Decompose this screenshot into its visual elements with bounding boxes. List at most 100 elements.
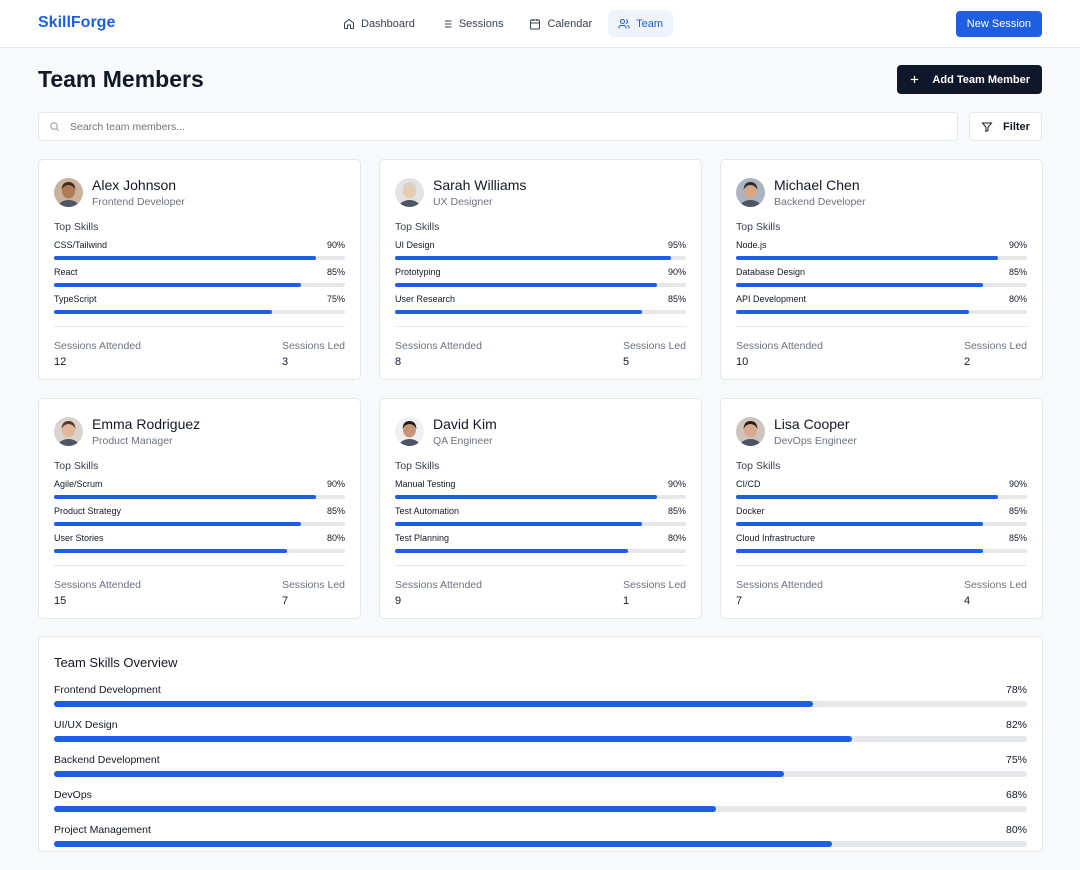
member-name[interactable]: Michael Chen [774,176,860,193]
nav-dashboard[interactable]: Dashboard [333,10,425,37]
skill-percent: 75% [326,294,345,304]
member-card: Lisa Cooper DevOps Engineer Top Skills CI/C… [720,398,1043,619]
member-name[interactable]: Emma Rodriguez [92,415,201,432]
skill-name: Database Design [736,267,806,277]
avatar [54,416,83,446]
nav-sessions[interactable]: Sessions [431,10,514,37]
main-nav: Dashboard Sessions Calendar Team [333,10,674,37]
top-skills-heading: Top Skills [736,221,781,233]
skill-name: User Stories [54,533,104,543]
sessions-led: Sessions Led 4 [964,579,1027,607]
search-bar [38,112,958,141]
divider [54,326,345,327]
overview-skill-name: Frontend Development [54,684,161,696]
nav-sessions-label: Sessions [458,17,504,30]
member-card: Sarah Williams UX Designer Top Skills UI De… [379,159,702,380]
skill-item: UI Design 95% [395,240,686,260]
sessions-attended: Sessions Attended 15 [54,579,141,607]
overview-skill-name: UI/UX Design [54,719,118,731]
add-team-member-button[interactable]: Add Team Member [897,65,1042,94]
session-stats: Sessions Attended 9 Sessions Led 1 [395,579,686,607]
skill-progress-track [736,522,1027,526]
skill-name: Cloud Infrastructure [736,533,816,543]
sessions-attended-value: 9 [395,595,402,607]
member-role: QA Engineer [433,434,493,447]
member-card-header: David Kim QA Engineer [395,415,686,447]
skill-item: Test Automation 85% [395,506,686,526]
skill-item: TypeScript 75% [54,294,345,314]
skill-item: Prototyping 90% [395,267,686,287]
skill-progress-fill [736,495,998,499]
overview-skill-item: Project Management 80% [54,824,1027,847]
skill-progress-fill [395,549,628,553]
overview-progress-track [54,806,1027,812]
skill-progress-track [736,549,1027,553]
skill-progress-track [54,283,345,287]
avatar [736,177,765,207]
skill-progress-fill [736,549,984,553]
skill-progress-fill [736,522,984,526]
skill-percent: 85% [667,506,686,516]
filter-button[interactable]: Filter [969,112,1042,141]
overview-progress-track [54,841,1027,847]
overview-skill-percent: 80% [1005,824,1027,836]
avatar [395,416,424,446]
nav-dashboard-label: Dashboard [361,17,415,30]
member-name[interactable]: Sarah Williams [433,176,527,193]
sessions-led-value: 3 [281,356,289,368]
overview-list: Frontend Development 78% UI/UX Design 82% Ba… [54,684,1027,847]
skill-progress-track [395,283,686,287]
skill-name: CSS/Tailwind [54,240,108,250]
app-logo[interactable]: SkillForge [38,14,116,31]
new-session-button[interactable]: New Session [955,11,1042,37]
overview-skill-item: Backend Development 75% [54,754,1027,777]
member-card-header: Sarah Williams UX Designer [395,176,686,208]
member-card: David Kim QA Engineer Top Skills Manual Tes… [379,398,702,619]
search-input[interactable] [70,120,957,133]
page-header: Team Members Add Team Member [38,65,1042,94]
nav-calendar-label: Calendar [547,17,593,30]
member-name[interactable]: David Kim [433,415,497,432]
skill-progress-fill [736,283,984,287]
member-role: UX Designer [433,195,493,208]
overview-progress-track [54,701,1027,707]
nav-calendar[interactable]: Calendar [519,10,602,37]
skill-progress-fill [54,283,302,287]
avatar [54,177,83,207]
sessions-led-value: 1 [622,595,630,607]
skill-item: Cloud Infrastructure 85% [736,533,1027,553]
overview-progress-fill [54,736,852,742]
member-name[interactable]: Alex Johnson [92,176,177,193]
nav-team[interactable]: Team [608,10,674,37]
sessions-led: Sessions Led 7 [282,579,345,607]
top-skills-heading: Top Skills [395,460,440,472]
overview-skill-name: Backend Development [54,754,160,766]
skill-progress-fill [736,310,969,314]
skill-progress-fill [395,522,643,526]
skill-progress-fill [395,495,657,499]
sessions-led: Sessions Led 1 [623,579,686,607]
skill-percent: 90% [1008,240,1027,250]
overview-skill-item: UI/UX Design 82% [54,719,1027,742]
skill-progress-track [395,495,686,499]
member-name[interactable]: Lisa Cooper [774,415,850,432]
skill-item: CSS/Tailwind 90% [54,240,345,260]
sessions-led-label: Sessions Led [622,579,686,591]
overview-skill-percent: 78% [1005,684,1027,696]
sessions-led-value: 7 [281,595,289,607]
skill-item: Agile/Scrum 90% [54,479,345,499]
skill-progress-fill [54,256,316,260]
sessions-led: Sessions Led 3 [282,340,345,368]
users-icon [618,18,630,28]
sessions-attended-value: 8 [395,356,402,368]
skill-item: Product Strategy 85% [54,506,345,526]
sessions-attended: Sessions Attended 9 [395,579,482,607]
skill-progress-track [54,310,345,314]
add-team-member-label: Add Team Member [932,73,1030,86]
skill-percent: 85% [326,506,345,516]
overview-skill-name: DevOps [54,789,92,801]
skill-percent: 85% [326,267,345,277]
calendar-icon [530,18,541,29]
team-member-grid: Alex Johnson Frontend Developer Top Skills… [38,159,1043,619]
search-icon [50,122,60,132]
